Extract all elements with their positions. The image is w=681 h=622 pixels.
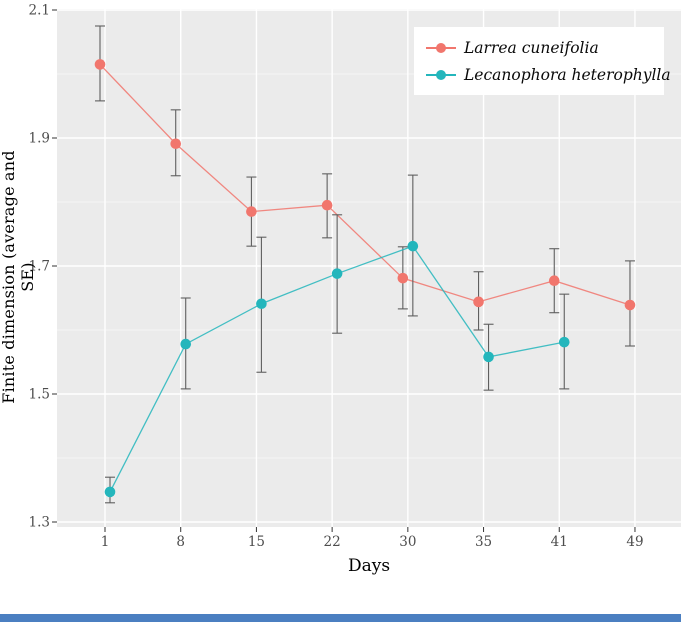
data-point bbox=[104, 486, 116, 498]
legend-label: Lecanophora heterophylla bbox=[464, 65, 671, 84]
data-point bbox=[548, 275, 560, 287]
x-tick-label: 22 bbox=[324, 534, 341, 550]
data-point bbox=[558, 336, 570, 348]
data-point bbox=[180, 338, 192, 350]
gridlines bbox=[57, 9, 681, 527]
legend-marker-icon bbox=[426, 41, 456, 55]
x-tick-label: 15 bbox=[248, 534, 265, 550]
legend-marker-icon bbox=[426, 68, 456, 82]
legend-item-larrea-cuneifolia: Larrea cuneifolia bbox=[426, 34, 654, 61]
panel-background bbox=[57, 9, 681, 527]
bottom-blue-bar bbox=[0, 614, 681, 622]
legend: Larrea cuneifolia Lecanophora heterophyl… bbox=[414, 27, 671, 95]
x-tick-label: 1 bbox=[101, 534, 110, 550]
y-tick-label: 1.5 bbox=[29, 387, 50, 403]
series-larrea-cuneifolia bbox=[94, 25, 636, 347]
data-point bbox=[397, 272, 409, 284]
y-tick-label: 1.9 bbox=[29, 131, 50, 147]
legend-label: Larrea cuneifolia bbox=[464, 38, 599, 57]
data-point bbox=[170, 138, 182, 150]
data-point bbox=[331, 268, 343, 279]
data-point bbox=[256, 298, 267, 310]
y-tick-label: 1.7 bbox=[29, 259, 50, 275]
y-tick-label: 1.3 bbox=[29, 515, 50, 531]
axis-ticks bbox=[52, 9, 636, 532]
data-point bbox=[246, 206, 257, 217]
y-tick-label: 2.1 bbox=[29, 3, 50, 19]
data-point bbox=[321, 199, 333, 211]
data-point bbox=[483, 351, 494, 363]
legend-item-lecanophora-heterophylla: Lecanophora heterophylla bbox=[426, 61, 671, 88]
data-point bbox=[624, 299, 636, 311]
x-tick-label: 49 bbox=[626, 534, 643, 550]
x-tick-label: 8 bbox=[176, 534, 185, 550]
x-tick-label: 35 bbox=[475, 534, 492, 550]
y-axis-title: Finite dimension (average and SE) bbox=[0, 150, 37, 404]
data-point bbox=[407, 240, 419, 252]
data-point bbox=[94, 59, 106, 70]
x-tick-label: 41 bbox=[551, 534, 568, 550]
x-axis-title: Days bbox=[347, 556, 391, 576]
series-line bbox=[99, 63, 631, 306]
x-tick-label: 30 bbox=[399, 534, 416, 550]
series-lecanophora-heterophylla bbox=[104, 174, 570, 504]
data-point bbox=[473, 296, 484, 308]
axis-tick-labels: 1 8 15 22 30 35 41 49 1.3 1.5 1.7 1.9 2.1 bbox=[29, 3, 644, 551]
